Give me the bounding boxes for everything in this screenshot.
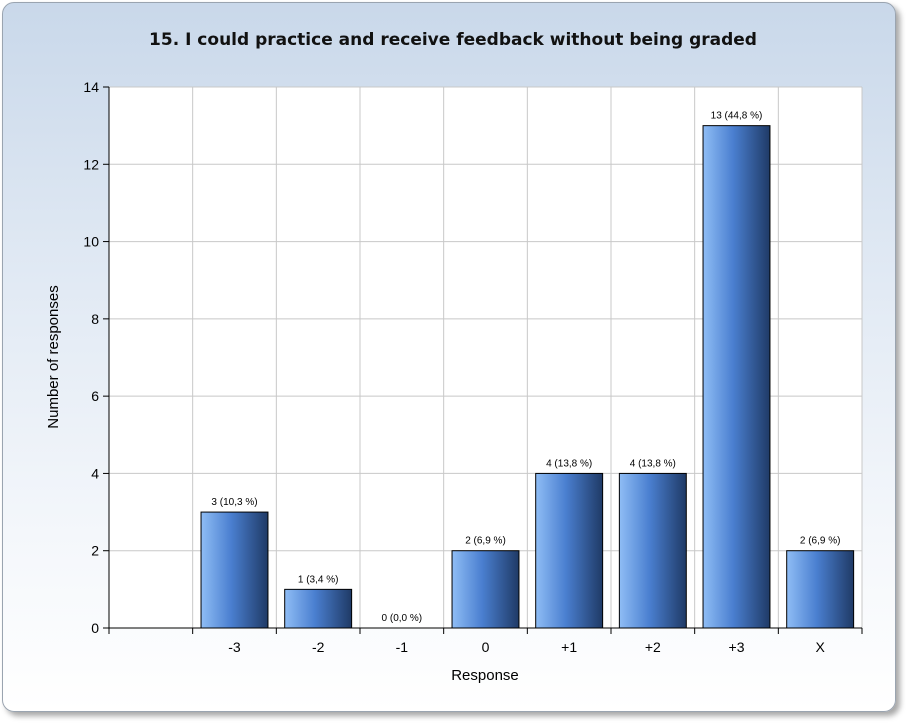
bar-0 [451, 550, 520, 629]
y-tick-label: 12 [83, 156, 99, 172]
bar-X [786, 550, 855, 629]
bar--3 [200, 511, 269, 629]
bar-+2 [618, 472, 687, 629]
y-tick-label: 2 [91, 543, 99, 559]
x-tick-label: +2 [645, 639, 661, 655]
y-tick-label: 14 [83, 79, 99, 95]
x-tick-label: -2 [312, 639, 325, 655]
x-tick-label: -1 [396, 639, 409, 655]
x-axis-title: Response [451, 667, 519, 684]
y-tick-label: 10 [83, 234, 99, 250]
data-label: 4 (13,8 %) [630, 458, 676, 469]
data-label: 2 (6,9 %) [800, 536, 841, 547]
data-label: 4 (13,8 %) [546, 458, 592, 469]
y-tick-label: 0 [91, 620, 99, 636]
x-tick-label: 0 [482, 639, 490, 655]
bar--2 [284, 588, 353, 629]
x-tick-label: X [815, 639, 825, 655]
bar-+3 [702, 125, 771, 629]
y-tick-label: 6 [91, 388, 99, 404]
bar-+1 [535, 472, 604, 629]
y-tick-label: 8 [91, 311, 99, 327]
data-label: 0 (0,0 %) [382, 613, 423, 624]
data-label: 13 (44,8 %) [711, 111, 763, 122]
axes: 0 2 4 6 8 10 12 14 -3 -2 -1 0 +1 +2 +3 X [83, 79, 863, 655]
x-tick-label: +3 [729, 639, 745, 655]
data-label: 1 (3,4 %) [298, 574, 339, 585]
x-tick-label: -3 [228, 639, 241, 655]
x-tick-label: +1 [561, 639, 577, 655]
chart-title: 15. I could practice and receive feedbac… [149, 30, 757, 50]
y-tick-label: 4 [91, 465, 99, 481]
data-label: 3 (10,3 %) [211, 497, 257, 508]
data-label: 2 (6,9 %) [465, 536, 506, 547]
bars: 3 (10,3 %) 1 (3,4 %) 0 (0,0 %) 2 (6,9 %) 4 (… [200, 111, 855, 629]
y-axis-title: Number of responses [45, 285, 62, 428]
